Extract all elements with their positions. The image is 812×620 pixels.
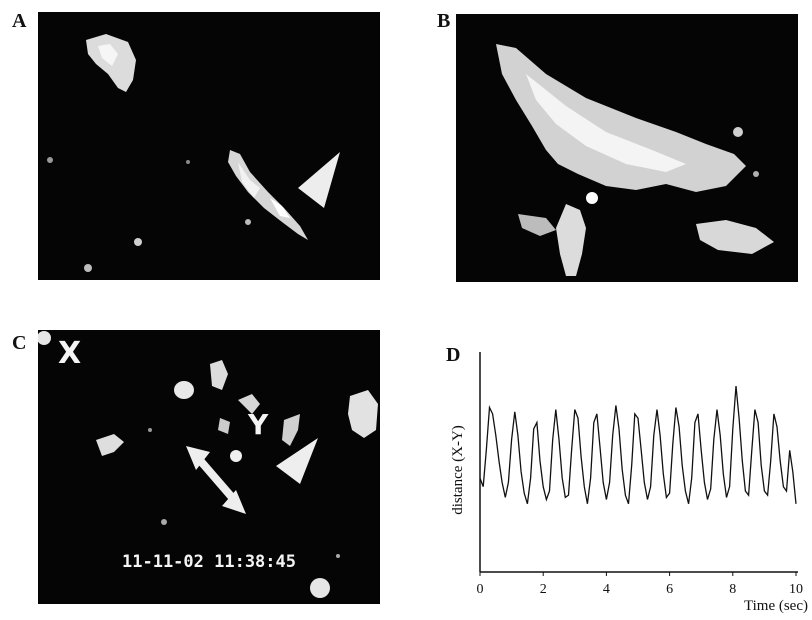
distance-chart: distance (X-Y) Time (sec) 0 2 4 6 8 10 (450, 352, 808, 614)
panel-a-label: A (12, 10, 27, 32)
x-tick-label: 8 (729, 582, 736, 597)
micrograph-c: X Y 11-11-02 11:38:45 (38, 330, 380, 604)
micrograph-a (38, 12, 380, 280)
y-axis-label: distance (X-Y) (450, 425, 466, 515)
micrograph-c-image (38, 331, 378, 598)
x-tick-label: 0 (477, 582, 484, 597)
series-line (479, 386, 797, 505)
x-tick-label: 2 (540, 582, 547, 597)
marker-y: Y (248, 408, 269, 441)
timestamp: 11-11-02 11:38:45 (122, 552, 296, 572)
marker-x: X (58, 336, 82, 371)
panel-b-label: B (437, 10, 451, 32)
micrograph-b-image (496, 44, 774, 276)
x-ticks: 0 2 4 6 8 10 (477, 572, 803, 597)
panel-c-label: C (12, 332, 27, 354)
x-tick-label: 6 (666, 582, 673, 597)
panel-d-label: D (446, 344, 461, 366)
x-tick-label: 4 (603, 582, 610, 597)
micrograph-a-image (47, 34, 340, 272)
micrograph-b (456, 14, 798, 282)
x-tick-label: 10 (789, 582, 803, 597)
x-axis-label: Time (sec) (744, 598, 808, 614)
